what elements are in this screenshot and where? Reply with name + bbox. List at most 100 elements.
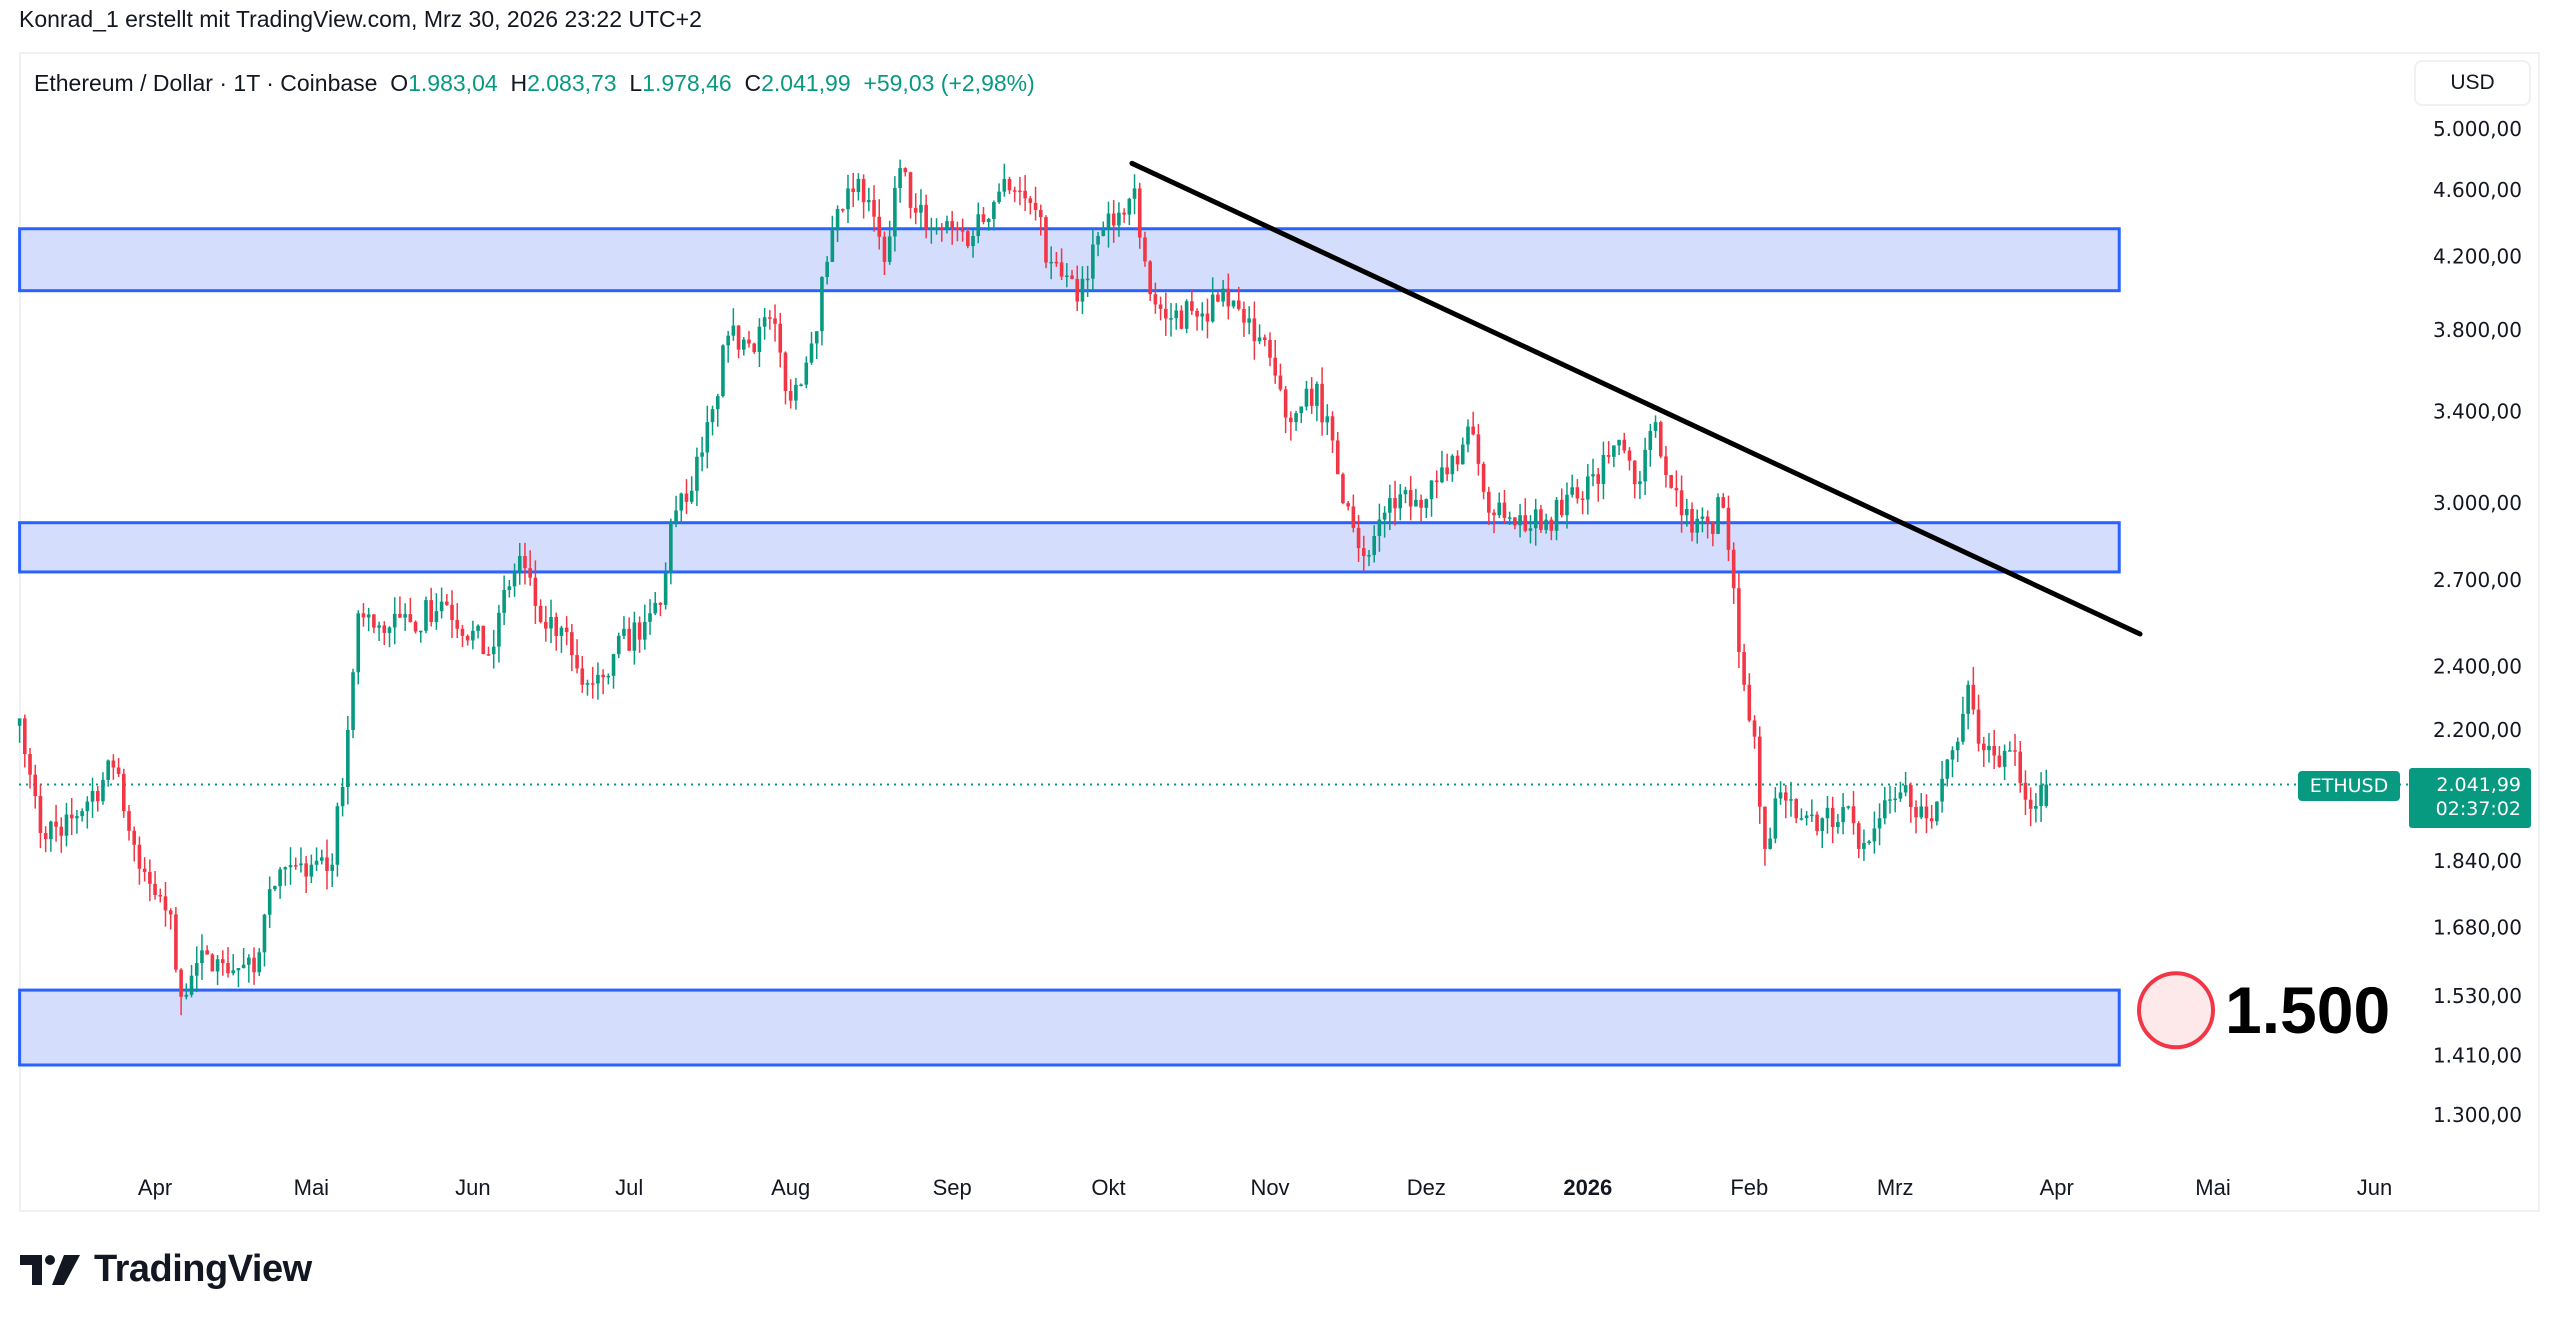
candle-body xyxy=(1294,413,1298,423)
time-tick-label: Nov xyxy=(1250,1175,1289,1200)
candle-body xyxy=(601,674,605,678)
candle-body xyxy=(210,954,215,972)
candle-body xyxy=(304,863,308,877)
candle-body xyxy=(1789,799,1793,801)
candle-body xyxy=(1778,792,1783,799)
candle-body xyxy=(38,796,43,834)
support-zone-bottom xyxy=(18,988,2121,1067)
candle-body xyxy=(1044,217,1048,263)
trendline[interactable] xyxy=(1129,160,2143,637)
candle-body xyxy=(1471,426,1475,435)
candle-body xyxy=(1643,449,1647,482)
candle-body xyxy=(1580,498,1585,501)
candle-body xyxy=(215,959,220,972)
candle-body xyxy=(1200,313,1205,317)
candle-body xyxy=(64,814,69,836)
candle-body xyxy=(669,522,673,573)
candle-body xyxy=(1726,507,1731,550)
candle-body xyxy=(1747,684,1752,721)
time-tick-label: Apr xyxy=(138,1175,172,1200)
candle-body xyxy=(762,317,767,327)
last-price-box: 2.041,99 02:37:02 xyxy=(2409,768,2531,828)
candle-body xyxy=(1377,519,1382,537)
candle-body xyxy=(340,786,345,807)
candle-body xyxy=(1216,294,1220,302)
candle-body xyxy=(710,409,715,423)
candle-body xyxy=(1700,516,1705,519)
candle-body xyxy=(1054,261,1059,264)
candle-body xyxy=(877,216,882,237)
candles-layer xyxy=(17,159,2049,1016)
candle-body xyxy=(1289,417,1293,423)
symbol-title[interactable]: Ethereum / Dollar · 1T · Coinbase xyxy=(34,70,378,96)
candle-body xyxy=(455,619,460,629)
high-label: H xyxy=(510,70,528,96)
currency-button[interactable]: USD xyxy=(2414,60,2531,106)
candle-body xyxy=(1940,778,1944,802)
candle-body xyxy=(398,613,402,618)
candle-body xyxy=(1841,807,1845,823)
candle-body xyxy=(997,191,1001,203)
candle-body xyxy=(1690,508,1694,533)
open-label: O xyxy=(390,70,409,96)
candle-body xyxy=(517,556,522,573)
candle-body xyxy=(283,867,288,870)
candle-body xyxy=(1815,814,1819,832)
target-price-label: 1.500 xyxy=(2225,973,2391,1047)
candle-body xyxy=(1888,799,1892,801)
candle-body xyxy=(471,630,475,641)
candle-body xyxy=(439,601,444,612)
candle-body xyxy=(1950,750,1955,760)
symbol-legend: Ethereum / Dollar · 1T · Coinbase O1.983… xyxy=(34,70,1035,97)
candle-body xyxy=(1398,494,1403,509)
candle-body xyxy=(1388,498,1392,513)
candle-body xyxy=(2008,750,2012,752)
candle-body xyxy=(1919,806,1924,818)
tradingview-logo[interactable]: TradingView xyxy=(20,1248,312,1291)
candle-body xyxy=(893,188,897,237)
candle-body xyxy=(1210,294,1215,322)
candle-body xyxy=(418,630,423,633)
time-tick-label: Mrz xyxy=(1877,1175,1914,1200)
open-value: 1.983,04 xyxy=(408,70,498,96)
candle-body xyxy=(75,816,79,819)
candle-body xyxy=(1361,548,1366,557)
change-value: +59,03 (+2,98%) xyxy=(863,70,1035,96)
candle-body xyxy=(1591,474,1595,477)
price-axis[interactable]: 5.000,00 4.600,00 4.200,00 3.800,00 3.400,00… xyxy=(2433,117,2522,1127)
candle-body xyxy=(1205,313,1210,322)
price-tick-label: 1.410,00 xyxy=(2433,1044,2522,1068)
candle-body xyxy=(80,811,84,817)
time-axis[interactable]: Apr Mai Jun Jul Aug Sep Okt Nov Dez 2026 Feb Mrz Apr… xyxy=(138,1175,2392,1200)
candle-body xyxy=(153,883,157,895)
price-tick-label: 1.680,00 xyxy=(2433,915,2522,939)
candle-body xyxy=(1596,474,1601,484)
candle-body xyxy=(1846,806,1851,808)
candle-body xyxy=(721,345,725,397)
candle-body xyxy=(814,331,819,344)
candle-body xyxy=(976,214,981,237)
candle-body xyxy=(403,614,407,618)
candle-body xyxy=(1164,308,1168,319)
target-circle-marker[interactable] xyxy=(2137,971,2215,1050)
candle-body xyxy=(549,616,553,629)
candle-body xyxy=(825,261,829,278)
candle-body xyxy=(1768,838,1772,849)
candle-body xyxy=(1763,806,1767,849)
candle-body xyxy=(512,572,517,587)
candle-body xyxy=(1002,178,1007,192)
candle-body xyxy=(163,896,168,911)
candle-body xyxy=(377,625,381,628)
time-tick-label: Mai xyxy=(294,1175,329,1200)
candle-body xyxy=(1898,792,1903,799)
candle-body xyxy=(939,227,944,230)
candle-body xyxy=(596,674,600,684)
time-tick-label: Jul xyxy=(615,1175,643,1200)
candle-body xyxy=(1346,503,1350,507)
candle-body xyxy=(736,325,741,350)
candle-body xyxy=(1012,190,1017,192)
candle-body xyxy=(695,456,699,491)
candle-body xyxy=(1851,806,1856,824)
low-label: L xyxy=(629,70,643,96)
